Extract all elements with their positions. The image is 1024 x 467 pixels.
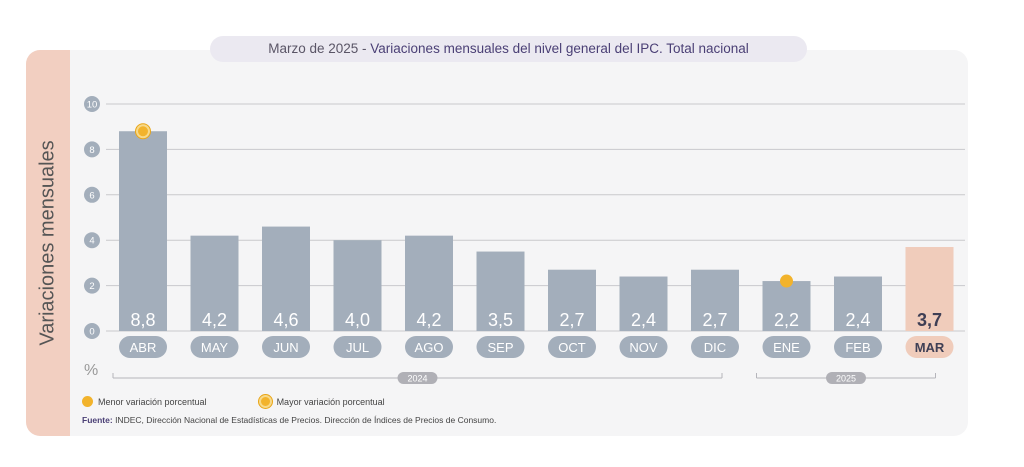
min-marker xyxy=(780,274,793,288)
y-tick-label: 10 xyxy=(87,100,98,111)
bar xyxy=(691,269,739,331)
bar xyxy=(476,251,525,331)
y-tick-label: 6 xyxy=(89,190,94,201)
bar xyxy=(405,235,453,331)
x-tick-label: DIC xyxy=(704,340,726,355)
year-label: 2025 xyxy=(836,374,856,384)
bar-value-label: 4,0 xyxy=(345,310,370,330)
category-pill xyxy=(119,336,167,358)
x-tick-label: MAR xyxy=(915,340,945,355)
max-marker-core xyxy=(138,126,148,137)
x-tick-label: AGO xyxy=(415,340,444,355)
legend-item-min: Menor variación porcentual xyxy=(82,396,207,407)
y-tick-badge xyxy=(84,96,100,112)
source-note: Fuente: INDEC, Dirección Nacional de Est… xyxy=(82,415,496,425)
x-tick-label: FEB xyxy=(845,340,870,355)
category-pill xyxy=(619,336,668,358)
category-pill xyxy=(333,336,382,358)
year-badge xyxy=(397,372,438,384)
y-tick-label: 4 xyxy=(89,236,94,247)
category-pill xyxy=(262,336,310,358)
bar xyxy=(262,226,310,331)
chart-title-main: Variaciones mensuales del nivel general … xyxy=(370,41,749,56)
y-tick-label: 0 xyxy=(89,327,94,338)
source-label: Fuente: xyxy=(82,415,113,425)
source-text: INDEC, Dirección Nacional de Estadística… xyxy=(112,415,497,425)
bar-value-label: 8,8 xyxy=(130,310,155,330)
chart-card xyxy=(26,50,968,436)
category-pill xyxy=(405,336,453,358)
x-tick-label: ENE xyxy=(773,340,800,355)
bar-value-label: 2,2 xyxy=(774,310,799,330)
category-pill xyxy=(905,336,954,358)
bar-value-label: 2,4 xyxy=(631,310,656,330)
x-tick-label: JUN xyxy=(273,340,298,355)
x-tick-label: ABR xyxy=(130,340,157,355)
y-tick-badge xyxy=(84,186,100,203)
category-pill xyxy=(190,336,239,358)
bar-value-label: 3,7 xyxy=(917,310,942,330)
x-tick-label: NOV xyxy=(629,340,658,355)
bar xyxy=(190,235,239,331)
bar-value-label: 4,2 xyxy=(416,310,441,330)
x-tick-label: MAY xyxy=(201,340,229,355)
x-tick-label: JUL xyxy=(346,340,369,355)
y-tick-badge xyxy=(84,323,100,339)
y-tick-badge xyxy=(84,232,100,249)
category-pill xyxy=(691,336,739,358)
category-pill xyxy=(762,336,811,358)
y-tick-label: 8 xyxy=(89,145,94,156)
x-tick-label: OCT xyxy=(558,340,586,355)
y-axis-band xyxy=(26,50,70,436)
bar xyxy=(834,276,882,331)
bar-value-label: 4,2 xyxy=(202,310,227,330)
bar-value-label: 2,7 xyxy=(559,310,584,330)
bar xyxy=(548,269,596,331)
legend: Menor variación porcentual Mayor variaci… xyxy=(82,395,385,408)
year-label: 2024 xyxy=(407,374,427,384)
bar-value-label: 2,7 xyxy=(702,310,727,330)
unit-symbol: % xyxy=(84,362,99,379)
bar-value-label: 2,4 xyxy=(845,310,870,330)
category-pill xyxy=(476,336,525,358)
bar xyxy=(905,247,954,331)
bar xyxy=(762,281,811,331)
bar xyxy=(333,240,382,331)
bar xyxy=(119,131,167,331)
legend-max-label: Mayor variación porcentual xyxy=(276,396,385,407)
x-tick-label: SEP xyxy=(487,340,513,355)
bar-value-label: 3,5 xyxy=(488,310,513,330)
y-tick-label: 2 xyxy=(89,281,94,292)
category-pill xyxy=(548,336,596,358)
chart-title: Marzo de 2025 - Variaciones mensuales de… xyxy=(210,36,807,62)
category-pill xyxy=(834,336,882,358)
max-marker-icon xyxy=(258,395,272,408)
y-tick-badge xyxy=(84,277,100,294)
y-tick-badge xyxy=(84,141,100,158)
bar xyxy=(619,276,668,331)
year-badge xyxy=(826,372,866,384)
min-marker-icon xyxy=(82,396,93,407)
bar-value-label: 4,6 xyxy=(273,310,298,330)
chart-title-prefix: Marzo de 2025 - xyxy=(268,41,371,56)
legend-item-max: Mayor variación porcentual xyxy=(258,395,385,408)
legend-min-label: Menor variación porcentual xyxy=(98,396,207,407)
